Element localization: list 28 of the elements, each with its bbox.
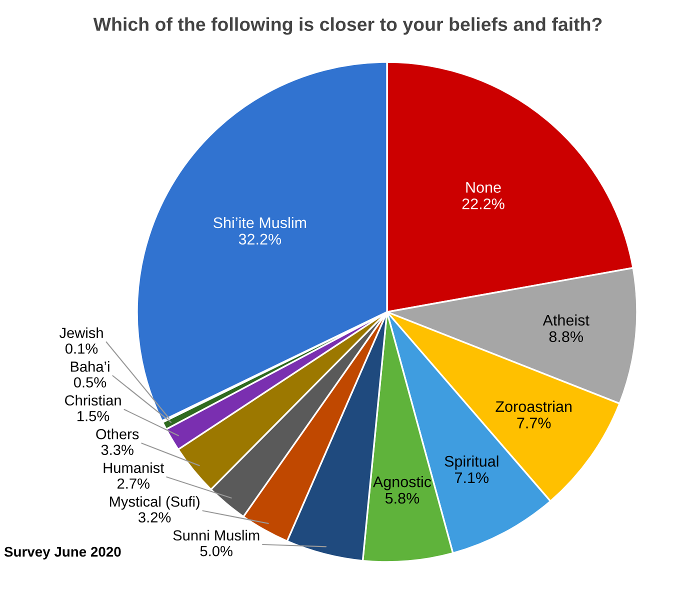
data-label: 5.0% xyxy=(200,546,232,556)
slice-label: Christian xyxy=(64,394,121,406)
data-label: 0.1% xyxy=(65,343,98,354)
data-label: 7.7% xyxy=(517,418,551,428)
data-label: 1.5% xyxy=(78,411,110,422)
data-label: 5.8% xyxy=(385,492,420,504)
data-label: 3.3% xyxy=(101,444,134,456)
slice-label: Others xyxy=(96,428,139,440)
data-label: 22.2% xyxy=(462,198,504,210)
chart-title: Which of the following is closer to your beliefs and faith? xyxy=(93,17,602,35)
slice-label: Jewish xyxy=(59,327,103,338)
data-label: 32.2% xyxy=(238,234,282,245)
data-label: 8.8% xyxy=(549,331,583,342)
slice-label: Spiritual xyxy=(444,456,498,470)
slice-label: None xyxy=(466,182,501,193)
data-label: 2.7% xyxy=(118,478,150,489)
slice-label: Shi’ite Muslim xyxy=(214,216,306,228)
slice-label: Agnostic xyxy=(372,476,432,490)
data-label: 0.5% xyxy=(74,377,106,388)
text: Survey June 2020 xyxy=(4,546,121,560)
slice-label: Atheist xyxy=(542,314,590,326)
data-label: 7.1% xyxy=(455,472,489,484)
slice-label: Zoroastrian xyxy=(496,400,572,412)
slice-label: Sunni Muslim xyxy=(173,530,260,541)
slice-label: Humanist xyxy=(104,462,164,474)
data-label: 3.2% xyxy=(138,512,171,523)
slice-label: Baha’i xyxy=(70,361,110,372)
slice-label: Mystical (Sufi) xyxy=(110,496,200,510)
